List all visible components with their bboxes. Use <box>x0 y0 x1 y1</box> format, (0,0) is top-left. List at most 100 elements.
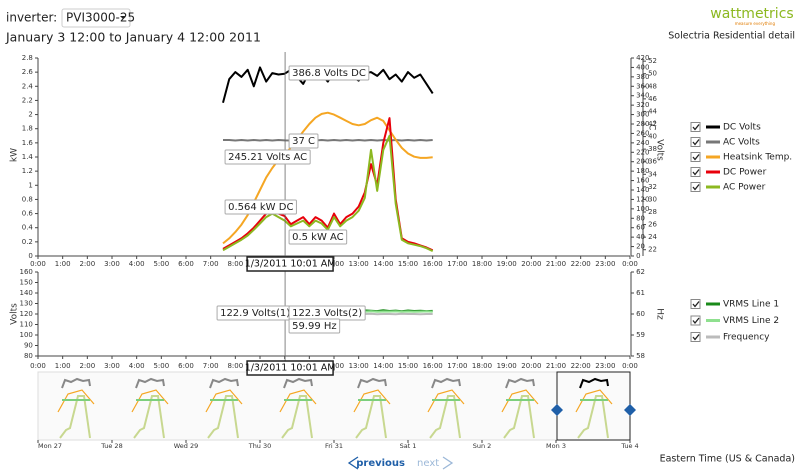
series-line <box>223 139 433 142</box>
checkmark[interactable] <box>692 301 700 308</box>
thumb-volts <box>283 377 313 389</box>
y-tick-label: 60 <box>636 224 645 232</box>
day-label: Fri 31 <box>325 442 343 450</box>
thumb-power <box>59 395 91 439</box>
y-tick-label: 36 <box>648 158 657 166</box>
x-tick-label: 21:00 <box>546 362 566 370</box>
thumb-volts <box>61 377 91 389</box>
checkmark[interactable] <box>692 154 700 161</box>
x-tick-label: 19:00 <box>497 260 517 268</box>
y-tick-label: 2.2 <box>22 96 33 104</box>
timezone: Eastern Time (US & Canada) <box>660 454 795 465</box>
legend-label[interactable]: Heatsink Temp. <box>723 153 792 163</box>
x-tick-label: 0:00 <box>622 260 638 268</box>
site-name: Solectria Residential detail <box>668 31 795 42</box>
thumb-temp <box>353 389 391 413</box>
overview[interactable] <box>37 371 636 441</box>
legend-checkbox[interactable] <box>690 182 701 192</box>
x-tick-label: 6:00 <box>178 362 194 370</box>
date-range: January 3 12:00 to January 4 12:00 2011 <box>5 30 261 45</box>
annotation: 122.9 Volts(1) <box>216 305 294 321</box>
legend-checkbox[interactable] <box>690 332 701 342</box>
legend-label[interactable]: AC Volts <box>723 138 760 148</box>
selection-handle[interactable] <box>624 404 636 416</box>
legend-checkbox[interactable] <box>690 137 701 147</box>
checkmark[interactable] <box>692 124 700 131</box>
day-label: Wed 29 <box>174 442 199 450</box>
thumb-temp <box>57 389 95 413</box>
inverter-select[interactable] <box>61 8 131 28</box>
thumb-volts <box>135 377 165 389</box>
y-tick-label: 80 <box>24 352 33 360</box>
x-tick-label: 15:00 <box>398 260 418 268</box>
x-tick-label: 22:00 <box>571 362 591 370</box>
day-label: Mon 27 <box>38 442 62 450</box>
legend-label[interactable]: DC Power <box>723 168 767 178</box>
x-tick-label: 5:00 <box>153 260 169 268</box>
checkmark[interactable] <box>692 169 700 176</box>
y-tick-label: 0.6 <box>22 210 34 218</box>
y-tick-label: 90 <box>24 342 33 350</box>
thumb-power <box>429 395 461 439</box>
brand: wattmetrics <box>710 6 793 22</box>
annotation-box <box>288 318 341 334</box>
x-tick-label: 22:00 <box>571 260 591 268</box>
legend-checkbox[interactable] <box>690 299 701 309</box>
legend-label[interactable]: Frequency <box>723 333 770 343</box>
y-tick-label: 1.8 <box>22 125 33 133</box>
legend-label[interactable]: VRMS Line 1 <box>723 300 779 310</box>
annotation: 122.3 Volts(2) <box>288 305 366 321</box>
inverter-value[interactable]: PVI3000-25 <box>66 11 135 25</box>
annotation: 0.564 kW DC <box>224 199 297 215</box>
x-tick-label: 2:00 <box>79 260 95 268</box>
x-tick-label: 20:00 <box>521 362 541 370</box>
next-link[interactable]: next <box>417 458 439 469</box>
legend-label[interactable]: AC Power <box>723 183 766 193</box>
y-tick-label: 60 <box>636 310 645 318</box>
dropdown-arrow[interactable] <box>120 16 126 19</box>
annotation: 386.8 Volts DC <box>288 65 370 81</box>
selection-handle[interactable] <box>551 404 563 416</box>
checkmark[interactable] <box>692 139 700 146</box>
legend-label[interactable]: VRMS Line 2 <box>723 316 779 326</box>
x-tick-label: 12:00 <box>324 260 344 268</box>
previous-arrow[interactable] <box>347 456 359 470</box>
legend-checkbox[interactable] <box>690 122 701 132</box>
annotation: 0.5 kW AC <box>288 229 348 245</box>
x-tick-label: 3:00 <box>104 362 120 370</box>
day-label: Mon 3 <box>546 442 566 450</box>
y-tick-label: 1.6 <box>22 139 34 147</box>
legend-checkbox[interactable] <box>690 152 701 162</box>
y-tick-label: 42 <box>648 120 657 128</box>
x-tick-label: 18:00 <box>472 362 492 370</box>
thumb-power <box>577 395 609 439</box>
y-tick-label: 1 <box>28 181 32 189</box>
previous-link[interactable]: previous <box>356 458 405 469</box>
checkmark[interactable] <box>692 184 700 191</box>
x-tick-label: 14:00 <box>373 260 393 268</box>
overview-area[interactable] <box>37 371 631 441</box>
checkmark[interactable] <box>692 317 700 325</box>
annotation-text: 0.564 kW DC <box>228 202 293 213</box>
next-arrow[interactable] <box>442 456 454 470</box>
annotation-box <box>224 199 297 215</box>
y-tick-label: 40 <box>636 233 645 241</box>
legend-checkbox[interactable] <box>690 167 701 177</box>
thumb-volts <box>431 377 461 389</box>
thumb-temp <box>279 389 317 413</box>
legend-checkbox[interactable] <box>690 315 701 326</box>
x-tick-label: 0:00 <box>30 260 46 268</box>
checkmark[interactable] <box>692 334 700 341</box>
thumb-power <box>355 395 387 439</box>
legend-label[interactable]: DC Volts <box>723 123 761 133</box>
x-tick-label: 4:00 <box>129 362 145 370</box>
x-tick-label: 1:00 <box>55 362 71 370</box>
y-tick-label: 44 <box>648 107 657 115</box>
y-tick-label: 28 <box>648 208 657 216</box>
y-tick-label: 160 <box>20 268 33 276</box>
y-tick-label: 0.8 <box>22 195 33 203</box>
annotation-box <box>288 65 370 81</box>
thumb-temp <box>501 389 539 413</box>
y-tick-label: 0 <box>28 252 32 260</box>
